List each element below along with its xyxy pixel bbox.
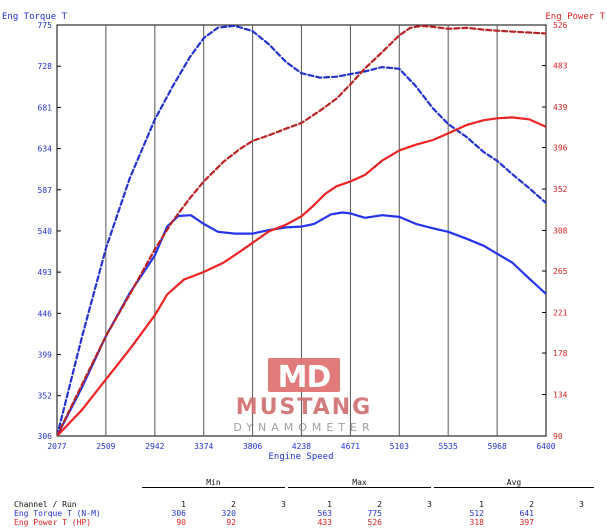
avg-run-1: 1: [479, 500, 484, 509]
y-left-tick-label: 728: [38, 62, 53, 71]
y-left-tick-label: 775: [38, 21, 53, 30]
y-right-tick-label: 352: [553, 185, 568, 194]
y-right-tick-label: 221: [553, 309, 568, 318]
torque-min-1: 306: [171, 509, 186, 518]
avg-group-header: Avg: [434, 478, 594, 488]
x-tick-label: 4671: [341, 442, 360, 451]
x-tick-label: 5968: [488, 442, 507, 451]
power-row-label: Eng Power T (HP): [14, 518, 92, 527]
y-right-tick-label: 483: [553, 62, 568, 71]
power-run-2-line: [57, 25, 546, 436]
y-left-tick-label: 306: [38, 432, 53, 441]
y-left-tick-label: 681: [38, 103, 53, 112]
y-left-tick-label: 587: [38, 186, 53, 195]
torque-min-2: 320: [221, 509, 236, 518]
x-tick-label: 2942: [145, 442, 164, 451]
min-run-2: 2: [231, 500, 236, 509]
dyno-chart: 2077 2509 2942 3374 3806 4238 4671 5103 5535 5968…: [2, 12, 606, 462]
right-axis-title: Eng Power T: [545, 12, 605, 22]
x-tick-label: 2077: [47, 442, 66, 451]
left-axis-title: Eng Torque T: [2, 12, 68, 22]
x-axis-title: Engine Speed: [268, 452, 333, 462]
power-avg-2: 397: [519, 518, 534, 527]
min-run-1: 1: [181, 500, 186, 509]
max-run-2: 2: [377, 500, 382, 509]
avg-run-2: 2: [529, 500, 534, 509]
y-left-tick-label: 634: [38, 145, 53, 154]
torque-max-2: 775: [367, 509, 382, 518]
grid-lines: [105, 25, 498, 436]
mustang-dynamometer-logo: MD MUSTANG DYNAMOMETER: [233, 358, 374, 434]
power-avg-1: 318: [469, 518, 484, 527]
y-left-tick-label: 399: [38, 351, 53, 360]
torque-run-2-line: [57, 25, 546, 436]
y-left-tick-label: 352: [38, 392, 53, 401]
row-header-label: Channel / Run: [14, 500, 77, 509]
x-tick-label: 6400: [536, 442, 555, 451]
y-right-tick-label: 134: [553, 391, 568, 400]
torque-row-label: Eng Torque T (N-M): [14, 509, 101, 518]
torque-max-1: 563: [317, 509, 332, 518]
x-tick-label: 4238: [292, 442, 311, 451]
torque-run-1-line: [57, 211, 546, 436]
max-run-1: 1: [327, 500, 332, 509]
y-left-tick-label: 493: [38, 268, 53, 277]
summary-table: Min Max Avg Channel / Run 1 2 3 1 2 3 1 …: [0, 476, 607, 529]
power-min-1: 90: [176, 518, 186, 527]
max-run-3: 3: [427, 500, 432, 509]
x-tick-label: 3374: [194, 442, 213, 451]
y-right-tick-label: 526: [553, 21, 568, 30]
max-group-header: Max: [288, 478, 431, 488]
y-right-axis-ticks: 90 134 178 221 265 308 352 396 439 483 526: [542, 21, 568, 441]
y-right-tick-label: 265: [553, 267, 568, 276]
power-run-1-line: [57, 116, 546, 436]
y-right-tick-label: 396: [553, 144, 568, 153]
power-max-1: 433: [317, 518, 332, 527]
x-tick-label: 3806: [243, 442, 262, 451]
y-left-axis-ticks: 306 352 399 446 493 540 587 634 681 728 775: [38, 21, 61, 441]
min-group-header: Min: [142, 478, 285, 488]
y-right-tick-label: 439: [553, 103, 568, 112]
x-tick-label: 5103: [390, 442, 409, 451]
torque-avg-2: 641: [519, 509, 534, 518]
logo-md-mark: MD: [278, 360, 331, 395]
y-right-tick-label: 178: [553, 349, 568, 358]
x-axis-ticks: 2077 2509 2942 3374 3806 4238 4671 5103 5535 5968…: [47, 442, 555, 451]
y-left-tick-label: 540: [38, 227, 53, 236]
logo-name: MUSTANG: [236, 395, 372, 420]
series-lines: [57, 25, 546, 436]
y-left-tick-label: 446: [38, 309, 53, 318]
power-max-2: 526: [367, 518, 382, 527]
y-right-tick-label: 308: [553, 227, 568, 236]
logo-sub: DYNAMOMETER: [233, 421, 374, 434]
avg-run-3: 3: [579, 500, 584, 509]
power-min-2: 92: [226, 518, 236, 527]
x-tick-label: 5535: [439, 442, 458, 451]
torque-avg-1: 512: [469, 509, 484, 518]
x-tick-label: 2509: [96, 442, 115, 451]
y-right-tick-label: 90: [553, 432, 563, 441]
min-run-3: 3: [281, 500, 286, 509]
